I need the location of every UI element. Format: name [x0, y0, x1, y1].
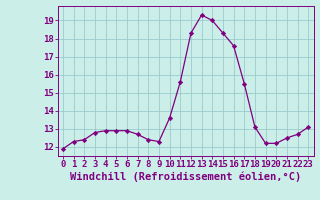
X-axis label: Windchill (Refroidissement éolien,°C): Windchill (Refroidissement éolien,°C) [70, 172, 301, 182]
